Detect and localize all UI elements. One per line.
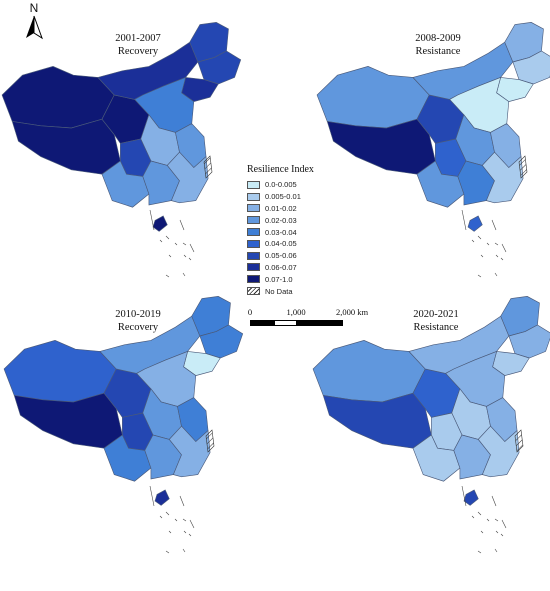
north-arrow: N bbox=[22, 1, 46, 40]
legend-item: 0.05-0.06 bbox=[247, 250, 337, 262]
scale-segment bbox=[274, 320, 297, 326]
region-coast bbox=[168, 425, 211, 478]
map-2020-2021 bbox=[312, 296, 550, 506]
region-tibet bbox=[326, 118, 436, 175]
legend-swatch bbox=[247, 204, 260, 213]
legend-item: 0.03-0.04 bbox=[247, 226, 337, 238]
legend-item: 0.02-0.03 bbox=[247, 214, 337, 226]
legend-label: 0.07-1.0 bbox=[265, 274, 293, 284]
north-letter: N bbox=[29, 1, 39, 15]
scale-bar: 0 1,000 2,000 km bbox=[248, 307, 378, 341]
region-west bbox=[1, 66, 115, 129]
panel-type: Recovery bbox=[117, 46, 159, 57]
region-hainan bbox=[467, 215, 483, 232]
region-innermongolia bbox=[408, 315, 510, 374]
legend-swatch bbox=[247, 192, 260, 201]
legend-label: 0.05-0.06 bbox=[265, 251, 297, 261]
region-coast bbox=[481, 151, 524, 204]
region-innermongolia bbox=[97, 41, 199, 100]
panel-type: Resistance bbox=[415, 46, 461, 57]
legend-swatch bbox=[247, 263, 260, 272]
legend-title: Resilience Index bbox=[247, 164, 314, 175]
map-2010-2019 bbox=[3, 296, 244, 506]
legend-item: 0.0-0.005 bbox=[247, 179, 337, 191]
region-hainan bbox=[463, 489, 479, 506]
legend: Resilience Index 0.0-0.005 0.005-0.01 0.01… bbox=[247, 164, 337, 297]
region-tibet bbox=[322, 392, 432, 449]
legend-swatch bbox=[247, 239, 260, 248]
panel-title-2: 2008-2009 Resistance bbox=[388, 32, 488, 58]
region-tibet bbox=[13, 392, 123, 449]
panel-type: Recovery bbox=[117, 322, 159, 333]
panel-period: 2010-2019 bbox=[115, 309, 161, 320]
region-west bbox=[316, 66, 430, 129]
taiwan-no-data bbox=[203, 155, 528, 453]
panel-title-4: 2020-2021 Resistance bbox=[386, 308, 486, 334]
legend-label: 0.02-0.03 bbox=[265, 215, 297, 225]
legend-label: 0.04-0.05 bbox=[265, 239, 297, 249]
panel-title-3: 2010-2019 Recovery bbox=[88, 308, 188, 334]
panel-period: 2020-2021 bbox=[413, 309, 459, 320]
legend-swatch bbox=[247, 216, 260, 225]
scale-segment bbox=[297, 320, 343, 326]
legend-item: 0.005-0.01 bbox=[247, 191, 337, 203]
map-2001-2007 bbox=[1, 22, 242, 232]
legend-swatch bbox=[247, 180, 260, 189]
region-hainan bbox=[154, 489, 170, 506]
legend-swatch-no-data bbox=[247, 287, 260, 296]
panel-type: Resistance bbox=[413, 322, 459, 333]
scale-tick-1000: 1,000 bbox=[286, 307, 306, 317]
panel-period: 2008-2009 bbox=[415, 33, 461, 44]
legend-label: 0.03-0.04 bbox=[265, 227, 297, 237]
region-innermongolia bbox=[412, 41, 514, 100]
legend-item: 0.01-0.02 bbox=[247, 203, 337, 215]
legend-swatch bbox=[247, 251, 260, 260]
legend-item: 0.04-0.05 bbox=[247, 238, 337, 250]
legend-item: 0.07-1.0 bbox=[247, 273, 337, 285]
region-coast bbox=[166, 151, 209, 204]
scale-segment bbox=[250, 320, 274, 326]
region-west bbox=[3, 340, 117, 403]
legend-label: 0.06-0.07 bbox=[265, 262, 297, 272]
legend-label: No Data bbox=[265, 286, 293, 296]
legend-label: 0.0-0.005 bbox=[265, 180, 297, 190]
legend-swatch bbox=[247, 275, 260, 284]
region-west bbox=[312, 340, 426, 403]
region-tibet bbox=[11, 118, 121, 175]
scale-tick-0: 0 bbox=[247, 307, 253, 317]
legend-swatch bbox=[247, 228, 260, 237]
panel-period: 2001-2007 bbox=[115, 33, 161, 44]
scale-tick-2000: 2,000 km bbox=[335, 307, 369, 317]
region-coast bbox=[477, 425, 520, 478]
legend-label: 0.005-0.01 bbox=[265, 192, 301, 202]
map-2008-2009 bbox=[316, 22, 550, 232]
region-innermongolia bbox=[99, 315, 201, 374]
legend-item-no-data: No Data bbox=[247, 285, 337, 297]
panel-title-1: 2001-2007 Recovery bbox=[88, 32, 188, 58]
south-china-sea-islands bbox=[149, 209, 507, 554]
north-arrow-icon bbox=[26, 15, 43, 40]
legend-item: 0.06-0.07 bbox=[247, 262, 337, 274]
legend-label: 0.01-0.02 bbox=[265, 203, 297, 213]
region-hainan bbox=[152, 215, 168, 232]
